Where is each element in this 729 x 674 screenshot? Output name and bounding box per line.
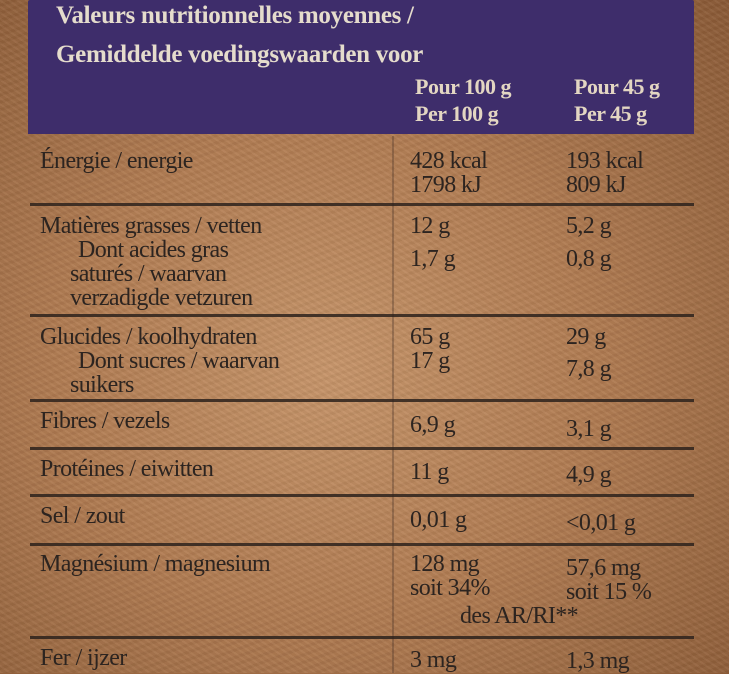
iron-100g: 3 mg [410, 647, 457, 673]
column-divider [392, 136, 394, 673]
sugars-label-line1: Dont sucres / waarvan [78, 348, 280, 374]
col-100g-fr: Pour 100 g [415, 74, 512, 99]
carbs-100g: 65 g [410, 324, 450, 350]
protein-100g: 11 g [410, 459, 449, 485]
row-divider [30, 203, 694, 206]
salt-100g: 0,01 g [410, 507, 467, 533]
sugars-100g: 17 g [410, 348, 450, 374]
salt-label: Sel / zout [40, 503, 125, 529]
fat-45g: 5,2 g [566, 213, 612, 239]
saturated-100g: 1,7 g [410, 246, 456, 272]
energy-label: Énergie / energie [40, 148, 193, 174]
reference-intake-note: des AR/RI** [460, 603, 579, 629]
protein-label: Protéines / eiwitten [40, 456, 214, 482]
header-title-nl: Gemiddelde voedingswaarden voor [56, 41, 424, 68]
sugars-label-line2: suikers [70, 372, 134, 398]
saturated-label-line1: Dont acides gras [78, 237, 229, 263]
carbs-label: Glucides / koolhydraten [40, 324, 257, 350]
fat-100g: 12 g [410, 213, 450, 239]
table-header: Valeurs nutritionnelles moyennes / Gemid… [28, 0, 694, 134]
row-divider [30, 447, 694, 450]
magnesium-100g-percent: soit 34% [410, 575, 490, 601]
magnesium-label: Magnésium / magnesium [40, 551, 271, 577]
magnesium-45g-percent: soit 15 % [566, 579, 652, 605]
iron-45g: 1,3 mg [566, 648, 630, 674]
sugars-45g: 7,8 g [566, 356, 612, 382]
header-title-fr: Valeurs nutritionnelles moyennes / [56, 2, 414, 29]
magnesium-100g-mg: 128 mg [410, 551, 480, 577]
energy-100g-kj: 1798 kJ [410, 172, 482, 198]
fibre-100g: 6,9 g [410, 412, 456, 438]
col-45g-nl: Per 45 g [574, 101, 647, 126]
energy-45g-kcal: 193 kcal [566, 148, 644, 174]
row-divider [30, 314, 694, 317]
protein-45g: 4,9 g [566, 462, 612, 488]
saturated-label-line2: saturés / waarvan [70, 261, 227, 287]
col-100g-nl: Per 100 g [415, 101, 499, 126]
fibre-45g: 3,1 g [566, 416, 612, 442]
fibre-label: Fibres / vezels [40, 408, 170, 434]
row-divider [30, 636, 694, 639]
iron-label: Fer / ijzer [40, 645, 127, 671]
salt-45g: <0,01 g [566, 510, 636, 536]
carbs-45g: 29 g [566, 324, 606, 350]
row-divider [30, 543, 694, 546]
row-divider [30, 399, 694, 402]
magnesium-45g-mg: 57,6 mg [566, 555, 641, 581]
energy-45g-kj: 809 kJ [566, 172, 626, 198]
saturated-label-line3: verzadigde vetzuren [70, 285, 253, 311]
fat-label: Matières grasses / vetten [40, 213, 262, 239]
col-45g-fr: Pour 45 g [574, 74, 660, 99]
energy-100g-kcal: 428 kcal [410, 148, 488, 174]
saturated-45g: 0,8 g [566, 246, 612, 272]
row-divider [30, 494, 694, 497]
